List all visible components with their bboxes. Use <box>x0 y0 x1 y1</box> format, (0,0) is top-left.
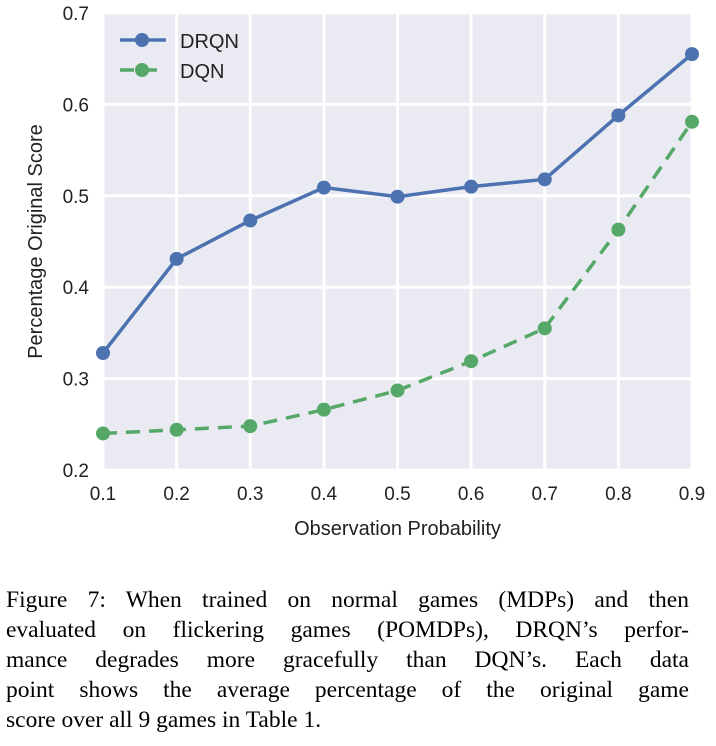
caption-line: point shows the average percentage of th… <box>6 677 689 703</box>
data-point-drqn <box>316 180 331 195</box>
x-tick-label: 0.4 <box>311 484 338 505</box>
caption-line: evaluated on flickering games (POMDPs), … <box>6 617 689 643</box>
x-tick-label: 0.6 <box>458 484 484 505</box>
data-point-drqn <box>169 251 184 266</box>
y-tick-label: 0.6 <box>63 95 89 116</box>
data-point-dqn <box>464 354 479 369</box>
line-chart: 0.1 0.2 0.3 0.4 0.5 0.6 0.7 0.8 0.90.20.30.40.50… <box>25 4 705 540</box>
x-tick-label: 0.1 <box>90 484 116 505</box>
data-point-drqn <box>96 346 110 361</box>
caption-line: mance degrades more gracefully than DQN’… <box>6 647 689 673</box>
legend-label: DRQN <box>180 31 239 53</box>
x-tick-label: 0.9 <box>679 484 705 505</box>
data-point-drqn <box>611 108 626 123</box>
data-point-dqn <box>169 422 184 437</box>
data-point-drqn <box>464 179 479 194</box>
data-point-dqn <box>243 419 258 434</box>
y-axis-label: Percentage Original Score <box>25 124 47 359</box>
x-tick-label: 0.8 <box>605 484 631 505</box>
data-point-drqn <box>537 172 552 187</box>
legend-marker-dqn <box>135 63 149 77</box>
data-point-dqn <box>316 402 331 417</box>
x-axis-label: Observation Probability <box>294 518 501 540</box>
y-tick-label: 0.2 <box>63 461 89 482</box>
y-tick-label: 0.4 <box>63 278 90 299</box>
data-point-drqn <box>243 213 258 228</box>
data-point-dqn <box>685 114 699 129</box>
legend-label: DQN <box>180 61 224 83</box>
data-point-drqn <box>390 189 405 204</box>
data-point-drqn <box>685 47 699 62</box>
x-tick-label: 0.3 <box>237 484 263 505</box>
data-point-dqn <box>611 222 626 237</box>
x-tick-label: 0.5 <box>384 484 410 505</box>
data-point-dqn <box>390 383 405 398</box>
legend-marker-drqn <box>135 33 149 47</box>
data-point-dqn <box>96 426 110 441</box>
x-tick-label: 0.2 <box>163 484 189 505</box>
caption-line: score over all 9 games in Table 1. <box>6 707 322 733</box>
data-point-dqn <box>537 321 552 336</box>
series-line-dqn <box>102 120 694 436</box>
caption-line: Figure 7: When trained on normal games (… <box>6 587 689 613</box>
y-tick-label: 0.3 <box>63 370 89 391</box>
y-tick-label: 0.7 <box>63 4 89 25</box>
figure-caption: Figure 7: When trained on normal games (… <box>6 585 689 735</box>
x-tick-label: 0.7 <box>532 484 558 505</box>
y-tick-label: 0.5 <box>63 187 89 208</box>
